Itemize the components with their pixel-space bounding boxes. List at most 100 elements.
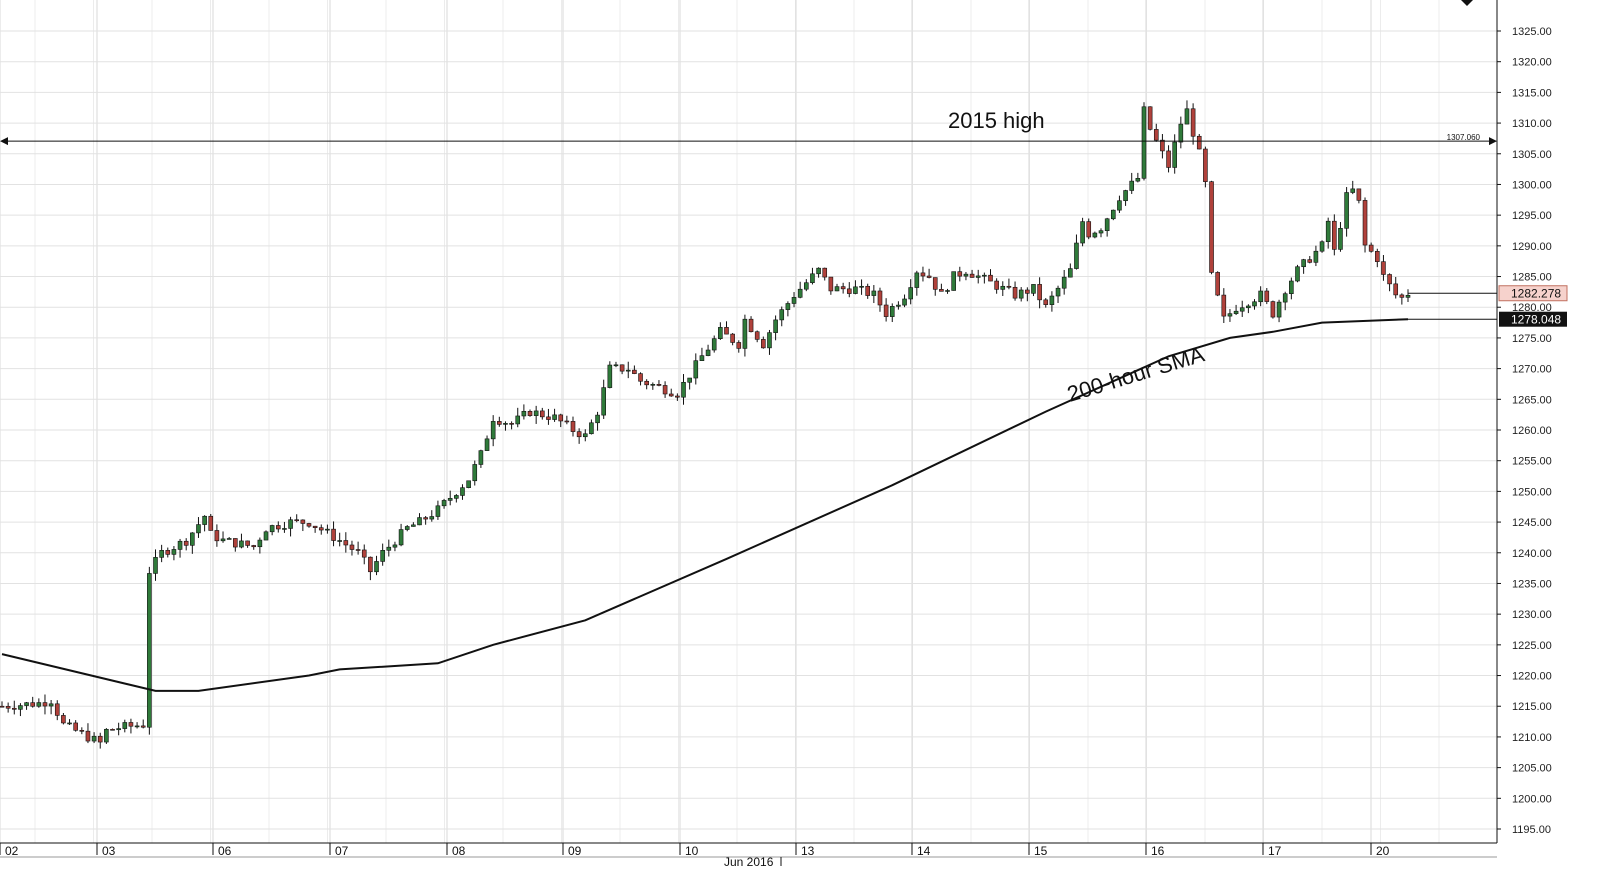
candle: [1166, 145, 1171, 173]
candle: [533, 405, 539, 424]
candle: [398, 523, 404, 547]
candle-body: [61, 715, 66, 724]
candle: [36, 698, 42, 708]
candle: [1350, 180, 1356, 195]
candle-body: [595, 414, 600, 424]
sma-200-line: [1, 318, 1409, 692]
y-tick-label: 1215.00: [1512, 701, 1552, 713]
candle: [582, 429, 588, 442]
candle-body: [214, 530, 220, 542]
candle: [472, 460, 478, 486]
candle: [282, 521, 287, 533]
candle: [945, 288, 950, 294]
candle: [791, 292, 797, 308]
candle: [484, 435, 490, 451]
candle: [1018, 287, 1024, 302]
candle: [539, 407, 545, 420]
candle-body: [675, 395, 680, 398]
candle: [441, 498, 447, 509]
candle-body: [263, 531, 269, 541]
candle: [380, 543, 385, 566]
candle: [116, 722, 121, 736]
candle-body: [1098, 230, 1104, 234]
candle: [435, 500, 441, 520]
candle-body: [288, 519, 293, 529]
candle: [1135, 172, 1141, 183]
candle: [214, 524, 220, 547]
candle-body: [226, 538, 232, 540]
candle: [1233, 304, 1239, 316]
y-tick-label: 1310.00: [1512, 118, 1552, 130]
candle: [1387, 273, 1392, 292]
candle-body: [1055, 287, 1061, 297]
candle-body: [1092, 232, 1098, 238]
candle-body: [1252, 301, 1257, 307]
candle: [1258, 286, 1263, 307]
candle-body: [546, 416, 551, 420]
candle: [177, 538, 183, 558]
scroll-marker-icon[interactable]: [1461, 0, 1473, 6]
candle-body: [711, 338, 717, 351]
candle: [1049, 291, 1055, 312]
candle: [233, 538, 238, 552]
candle: [576, 428, 582, 444]
candle: [804, 279, 809, 292]
candle-body: [822, 267, 828, 278]
candle-body: [668, 393, 674, 397]
candle-body: [865, 285, 871, 296]
candle-body: [269, 525, 275, 533]
last-price-tag: 1282.278: [1408, 285, 1568, 302]
candle: [497, 416, 502, 427]
candle-body: [73, 722, 78, 731]
candle: [1006, 278, 1012, 290]
candle: [699, 347, 705, 361]
candle-body: [779, 309, 785, 321]
y-tick-label: 1325.00: [1512, 26, 1552, 38]
candle: [1123, 189, 1128, 206]
candle: [1153, 123, 1159, 142]
candle-body: [804, 282, 809, 290]
candle-body: [147, 573, 152, 728]
candle: [140, 719, 146, 729]
candle: [460, 484, 465, 500]
candle: [527, 409, 533, 417]
candle-body: [368, 556, 373, 573]
candle: [546, 408, 551, 425]
candle-body: [1313, 250, 1319, 263]
y-tick-label: 1280.00: [1512, 302, 1552, 314]
arrow-left-icon: [0, 137, 8, 146]
sma-price-value: 1278.048: [1511, 313, 1561, 327]
candle: [1110, 209, 1116, 221]
candle-body: [1399, 294, 1405, 298]
candle: [1325, 217, 1331, 249]
candle-body: [1123, 190, 1128, 202]
candle: [607, 361, 613, 389]
candle-body: [889, 306, 895, 317]
candle: [331, 521, 336, 547]
candle-body: [687, 377, 692, 383]
candle: [251, 544, 257, 550]
candle: [932, 277, 938, 296]
candle-body: [67, 722, 72, 725]
candle: [754, 330, 760, 343]
candle: [0, 701, 5, 708]
candle: [730, 333, 735, 346]
candle: [67, 719, 72, 725]
candle-body: [533, 410, 539, 416]
candle-body: [810, 273, 815, 284]
candle: [638, 372, 643, 386]
candle-body: [411, 524, 416, 527]
high-annotation: 2015 high: [948, 108, 1045, 133]
candle-body: [239, 540, 244, 548]
candle: [386, 539, 392, 557]
candle-body: [1289, 280, 1294, 294]
y-tick-label: 1210.00: [1512, 732, 1552, 744]
candle-body: [816, 267, 821, 275]
candle-body: [361, 549, 367, 558]
candle-body: [128, 722, 134, 727]
candle: [926, 268, 932, 279]
candle: [613, 361, 619, 368]
y-tick-label: 1200.00: [1512, 793, 1552, 805]
candle-body: [423, 517, 428, 520]
x-tick-label: 10: [685, 844, 699, 858]
